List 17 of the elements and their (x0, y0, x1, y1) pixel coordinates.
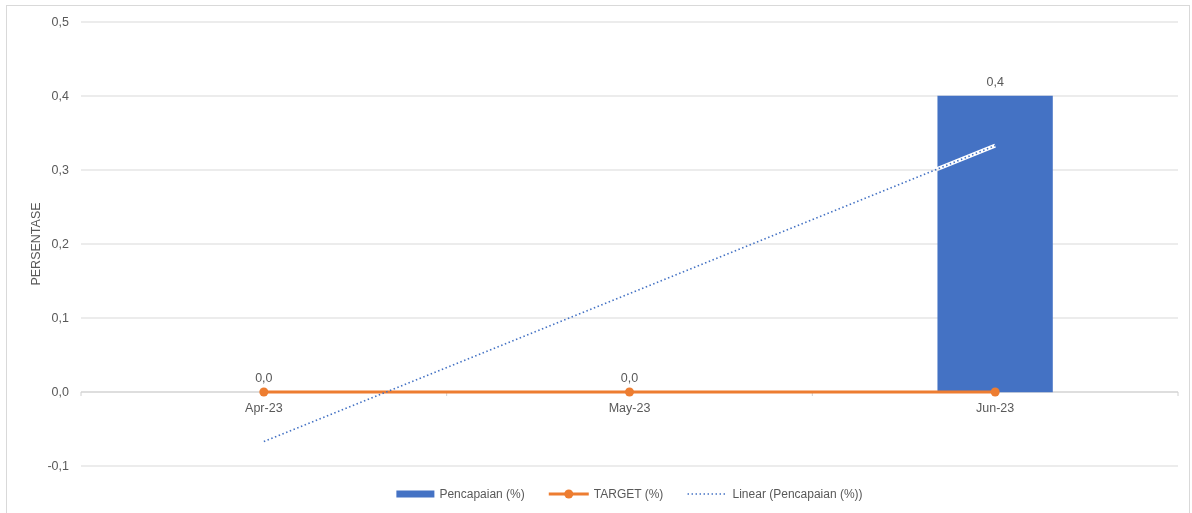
data-label: 0,4 (986, 75, 1004, 89)
data-label: 0,0 (620, 371, 639, 385)
y-tick-label: 0,0 (51, 385, 70, 400)
y-tick-label: 0,5 (51, 15, 70, 30)
data-label: 0,0 (255, 371, 273, 385)
legend-label: TARGET (%) (593, 487, 664, 502)
y-tick-label: 0,4 (51, 89, 70, 104)
y-tick-label: 0,1 (51, 311, 70, 326)
x-tick-label: Jun-23 (976, 401, 1015, 415)
y-tick-label: 0,2 (51, 237, 70, 252)
x-tick-label: Apr-23 (245, 401, 283, 415)
y-tick-label: 0,3 (51, 163, 70, 178)
legend-label: Linear (Pencapaian (%)) (732, 487, 863, 502)
legend-label: Pencapaian (%) (439, 487, 525, 502)
x-tick-label: May-23 (608, 401, 651, 415)
y-tick-label: -0,1 (47, 459, 70, 474)
y-axis-title: PERSENTASE (29, 202, 43, 286)
